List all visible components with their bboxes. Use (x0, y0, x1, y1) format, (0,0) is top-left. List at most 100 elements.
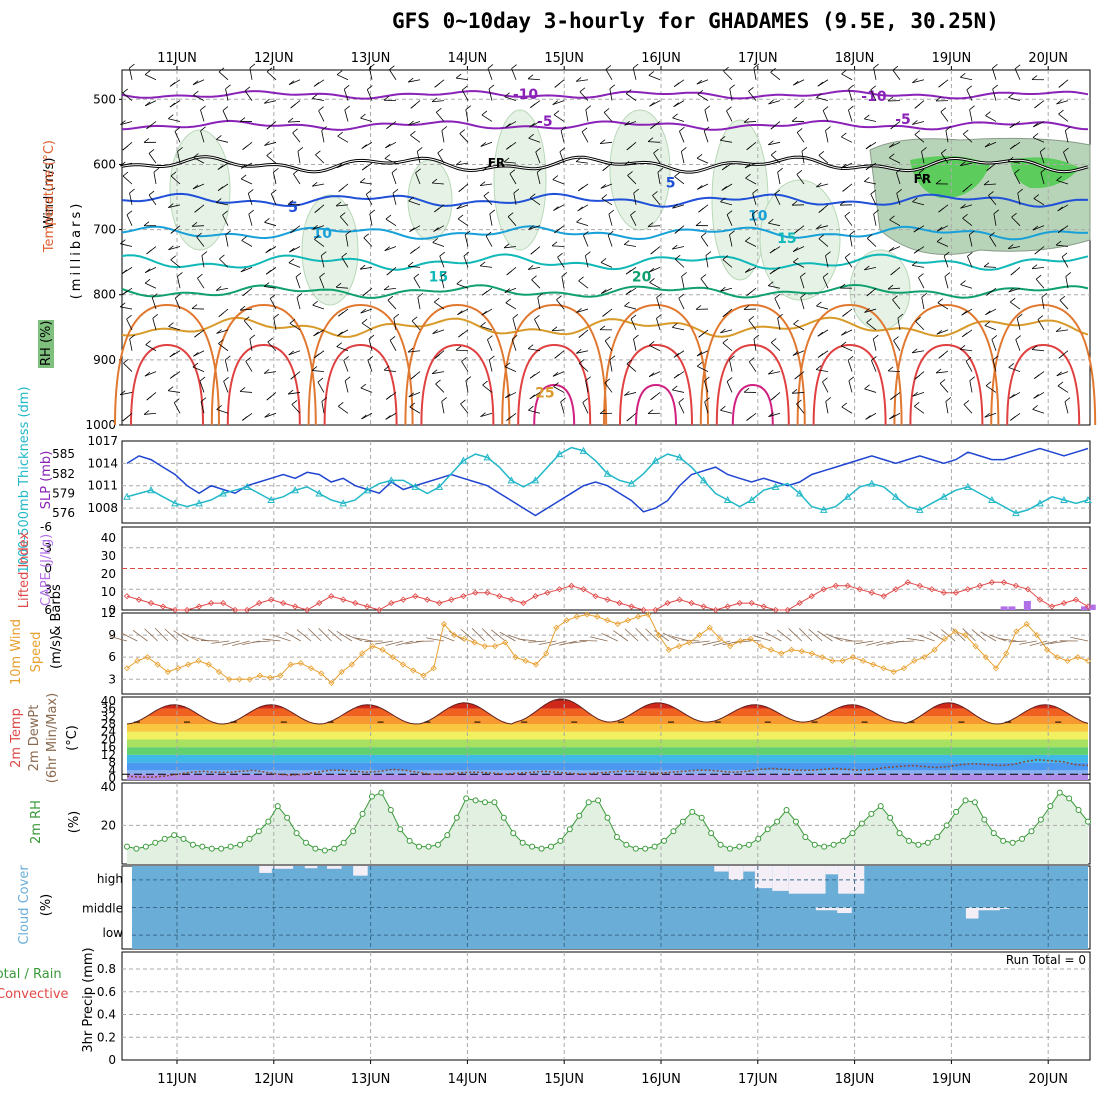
wind-barb-flag (239, 387, 246, 392)
wind-barb-flag (273, 313, 280, 319)
wind-barb-flag (264, 413, 270, 418)
wind-barb-flag (888, 246, 895, 252)
wind-barb-flag (218, 67, 225, 73)
wind-barb (723, 70, 733, 81)
wind-barb-flag (341, 252, 348, 258)
wind-barb (363, 237, 373, 247)
lifted-index-point (904, 579, 911, 586)
wind-barb-flag (647, 222, 654, 227)
wind-barb-flag (575, 77, 582, 82)
label-lifted-index: Lifted Index (17, 531, 32, 608)
thickness-marker (675, 453, 684, 461)
wind-barb (241, 240, 253, 247)
wind-speed-point (195, 657, 202, 664)
wind-barb (848, 88, 853, 101)
wind-barb (244, 90, 253, 101)
wind-barb (1032, 266, 1045, 270)
wind-barb-flag (244, 316, 250, 322)
wind-barb (748, 361, 757, 372)
wind-barb (343, 360, 349, 372)
wind-barb-flag (293, 169, 299, 175)
thickness-marker (363, 486, 372, 494)
rh-point (547, 843, 554, 850)
rh-point (274, 803, 281, 810)
wind-barb (914, 134, 925, 143)
lifted-index-point (280, 600, 287, 607)
wind-barb (770, 72, 781, 81)
wind-barb-flag (432, 329, 438, 335)
wind-barb-flag (844, 253, 851, 258)
wind-barb-flag (1058, 109, 1064, 115)
wind-barb-flag (314, 235, 320, 240)
date-label-top: 19JUN (932, 51, 972, 66)
wind-speed-point (277, 672, 284, 679)
wind-speed-point (645, 611, 652, 618)
wind-barb-flag (1034, 103, 1040, 109)
wind-barb-flag (148, 149, 155, 154)
rh-point (472, 797, 479, 804)
wind-barb-flag (695, 305, 702, 310)
wind-barb-flag (936, 237, 943, 242)
wind-speed-point (471, 639, 478, 646)
wind-barb-flag (554, 228, 560, 234)
wind-barb (940, 153, 949, 164)
wind-barb-flag (577, 206, 583, 212)
surface-barb (929, 631, 946, 642)
wind-barb (624, 162, 637, 166)
wind-barb (915, 321, 925, 331)
wind-barb-flag (656, 314, 662, 319)
wind-barb-flag (1008, 93, 1014, 98)
wind-barb-flag (697, 185, 703, 190)
wind-barb-flag (986, 166, 992, 171)
wind-barb (844, 257, 853, 268)
isotherm--10 (121, 89, 1089, 100)
wind-barb (960, 348, 973, 352)
wind-speed-point (808, 650, 816, 657)
rh-point (416, 843, 423, 850)
wind-barb-flag (311, 94, 318, 99)
surface-isotherm-dome (420, 343, 495, 426)
wind-speed-point (1033, 632, 1040, 639)
lifted-index-point (1000, 579, 1007, 586)
wind-barb (552, 329, 565, 332)
wind-barb (460, 403, 469, 414)
wind-barb (1008, 246, 1021, 249)
wind-barb (720, 139, 733, 143)
wind-barb-flag (217, 186, 224, 191)
wind-barb (585, 109, 589, 122)
wind-barb (318, 110, 325, 122)
wind-barb-flag (217, 165, 224, 170)
wind-barb-flag (914, 374, 921, 380)
wind-barb-flag (479, 261, 486, 267)
wind-barb (870, 193, 877, 206)
wind-barb-flag (943, 251, 950, 257)
wind-barb-flag (816, 224, 822, 229)
wind-barb-flag (265, 248, 271, 254)
wind-barb (129, 338, 133, 351)
wind-speed-point (982, 654, 989, 661)
wind-barb-flag (912, 78, 918, 84)
date-label-top: 12JUN (254, 51, 294, 66)
lifted-index-point (256, 600, 263, 607)
wind-barb-flag (650, 249, 656, 255)
wind-barb-flag (624, 301, 630, 307)
wind-barb-flag (440, 272, 447, 277)
surface-barb (1019, 640, 1037, 645)
wind-barb-flag (575, 157, 582, 162)
wind-barb-flag (505, 298, 512, 304)
wind-barb (1017, 192, 1021, 205)
wind-barb (745, 240, 757, 247)
lifted-index-point (232, 606, 239, 614)
rh-point (566, 826, 573, 833)
wind-barb-flag (770, 150, 777, 156)
lifted-index-point (652, 606, 659, 614)
wind-barb-flag (842, 187, 848, 192)
wind-barb-flag (344, 84, 350, 90)
wind-speed-point (665, 646, 672, 653)
wind-barb-flag (318, 106, 324, 112)
wind-speed-point (1074, 654, 1081, 661)
wind-barb (607, 235, 613, 247)
wind-barb (464, 234, 469, 247)
wind-barb-flag (744, 163, 751, 169)
wind-barb (873, 67, 877, 80)
